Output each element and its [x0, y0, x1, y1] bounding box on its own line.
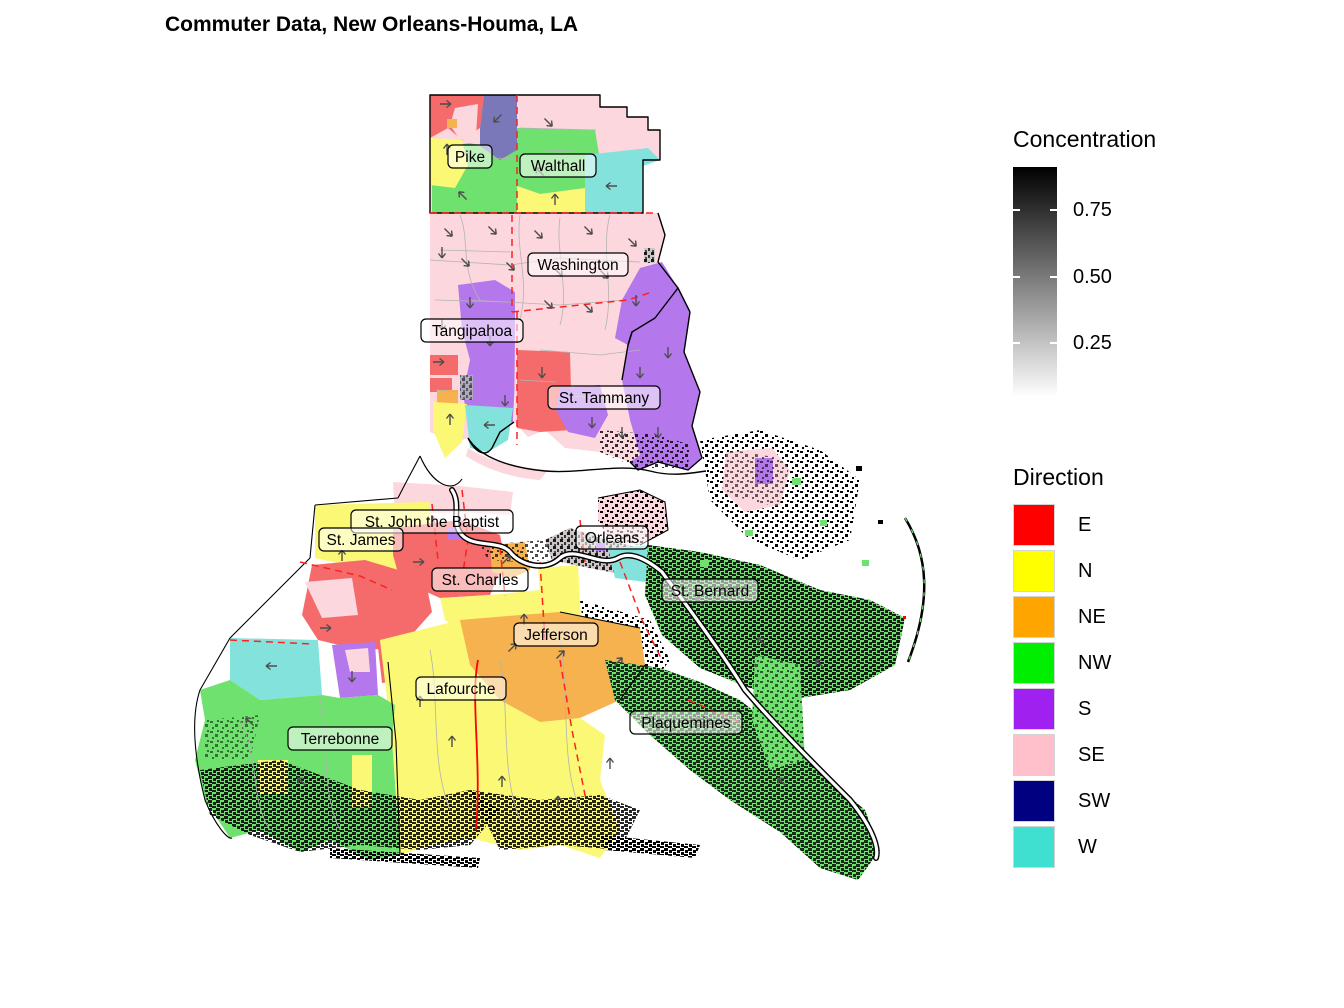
svg-text:St. Charles: St. Charles	[442, 572, 519, 589]
county-label-terrebonne: Terrebonne	[287, 726, 393, 751]
direction-label-sw: SW	[1078, 789, 1111, 812]
direction-label-e: E	[1078, 513, 1092, 536]
county-label-plaquemines: Plaquemines	[629, 710, 743, 735]
svg-text:Washington: Washington	[537, 257, 618, 274]
svg-text:St. James: St. James	[327, 532, 396, 549]
concentration-gradient-bar	[1013, 167, 1057, 397]
svg-text:Terrebonne: Terrebonne	[301, 731, 379, 748]
concentration-tick-050: 0.50	[1073, 266, 1112, 288]
county-labels: Pike Walthall Washington Tangipahoa St. …	[287, 144, 759, 751]
direction-label-se: SE	[1078, 743, 1105, 766]
parish-outlines	[194, 94, 707, 856]
svg-text:Orleans: Orleans	[585, 530, 640, 547]
swatch-n-icon	[1013, 550, 1055, 592]
svg-text:Pike: Pike	[455, 149, 485, 166]
page-title: Commuter Data, New Orleans-Houma, LA	[165, 13, 579, 36]
svg-text:Lafourche: Lafourche	[427, 681, 496, 698]
county-label-tangipahoa: Tangipahoa	[420, 318, 524, 343]
swatch-se-icon	[1013, 734, 1055, 776]
county-label-lafourche: Lafourche	[415, 676, 507, 701]
direction-label-nw: NW	[1078, 651, 1112, 674]
direction-legend-row-w: W	[1013, 826, 1111, 868]
direction-legend: Direction E N NE NW S SE SW W	[1013, 464, 1111, 873]
direction-legend-row-e: E	[1013, 504, 1111, 546]
county-label-jefferson: Jefferson	[513, 622, 599, 647]
swatch-w-icon	[1013, 826, 1055, 868]
direction-legend-row-se: SE	[1013, 734, 1111, 776]
svg-text:Walthall: Walthall	[531, 158, 586, 175]
swatch-e-icon	[1013, 504, 1055, 546]
direction-legend-row-n: N	[1013, 550, 1111, 592]
county-label-st-bernard: St. Bernard	[661, 578, 759, 603]
svg-text:Tangipahoa: Tangipahoa	[432, 323, 513, 340]
tangipahoa-region	[430, 280, 515, 458]
county-label-orleans: Orleans	[575, 525, 649, 550]
county-label-st-tammany: St. Tammany	[547, 385, 661, 410]
county-label-pike: Pike	[447, 144, 493, 169]
svg-text:St. Tammany: St. Tammany	[559, 390, 649, 407]
direction-label-n: N	[1078, 559, 1093, 582]
svg-text:Plaquemines: Plaquemines	[641, 715, 731, 732]
direction-legend-row-s: S	[1013, 688, 1111, 730]
concentration-legend-title: Concentration	[1013, 126, 1157, 152]
direction-label-ne: NE	[1078, 605, 1106, 628]
county-label-washington: Washington	[527, 252, 629, 277]
swatch-ne-icon	[1013, 596, 1055, 638]
concentration-tick-075: 0.75	[1073, 199, 1112, 221]
direction-legend-row-ne: NE	[1013, 596, 1111, 638]
county-label-st-john-the-baptist: St. John the Baptist	[350, 509, 514, 534]
swatch-nw-icon	[1013, 642, 1055, 684]
direction-legend-row-nw: NW	[1013, 642, 1112, 684]
svg-text:St. Bernard: St. Bernard	[671, 583, 749, 600]
direction-label-w: W	[1078, 835, 1097, 858]
direction-label-s: S	[1078, 697, 1092, 720]
swatch-sw-icon	[1013, 780, 1055, 822]
coastal-marsh-region	[200, 715, 700, 868]
concentration-legend: Concentration 0.75 0.50 0.25	[1013, 126, 1156, 407]
county-label-walthall: Walthall	[519, 153, 597, 178]
east-marsh-region	[700, 430, 926, 663]
mississippi-river	[449, 487, 880, 861]
svg-text:Jefferson: Jefferson	[524, 627, 587, 644]
concentration-tick-025: 0.25	[1073, 332, 1112, 354]
svg-text:St. John the Baptist: St. John the Baptist	[365, 514, 500, 531]
county-label-st-charles: St. Charles	[431, 567, 529, 592]
direction-legend-title: Direction	[1013, 464, 1104, 490]
swatch-s-icon	[1013, 688, 1055, 730]
county-label-st-james: St. James	[318, 527, 404, 552]
direction-legend-row-sw: SW	[1013, 780, 1111, 822]
